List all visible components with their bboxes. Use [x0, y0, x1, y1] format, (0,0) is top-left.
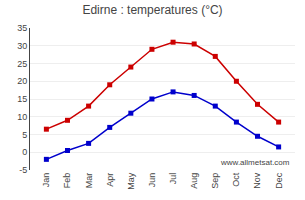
svg-text:0: 0 — [22, 147, 27, 157]
svg-text:35: 35 — [17, 23, 27, 33]
svg-text:-5: -5 — [19, 165, 27, 175]
svg-text:Mar: Mar — [84, 173, 94, 189]
svg-text:5: 5 — [22, 130, 27, 140]
svg-text:Jun: Jun — [147, 173, 157, 188]
svg-text:30: 30 — [17, 41, 27, 51]
svg-text:15: 15 — [17, 94, 27, 104]
svg-text:www.allmetsat.com: www.allmetsat.com — [220, 158, 290, 167]
svg-text:10: 10 — [17, 112, 27, 122]
svg-text:Apr: Apr — [105, 173, 115, 187]
svg-text:Oct: Oct — [231, 172, 241, 187]
svg-text:Nov: Nov — [252, 172, 262, 189]
svg-text:25: 25 — [17, 59, 27, 69]
svg-text:Aug: Aug — [189, 173, 199, 189]
svg-text:20: 20 — [17, 76, 27, 86]
svg-text:Sep: Sep — [210, 173, 220, 189]
svg-text:Jan: Jan — [41, 173, 51, 188]
svg-text:Feb: Feb — [62, 173, 72, 189]
svg-text:Edirne : temperatures (°C): Edirne : temperatures (°C) — [82, 3, 222, 17]
svg-text:May: May — [126, 172, 136, 190]
svg-text:Dec: Dec — [274, 172, 284, 189]
svg-text:Jul: Jul — [168, 173, 178, 185]
